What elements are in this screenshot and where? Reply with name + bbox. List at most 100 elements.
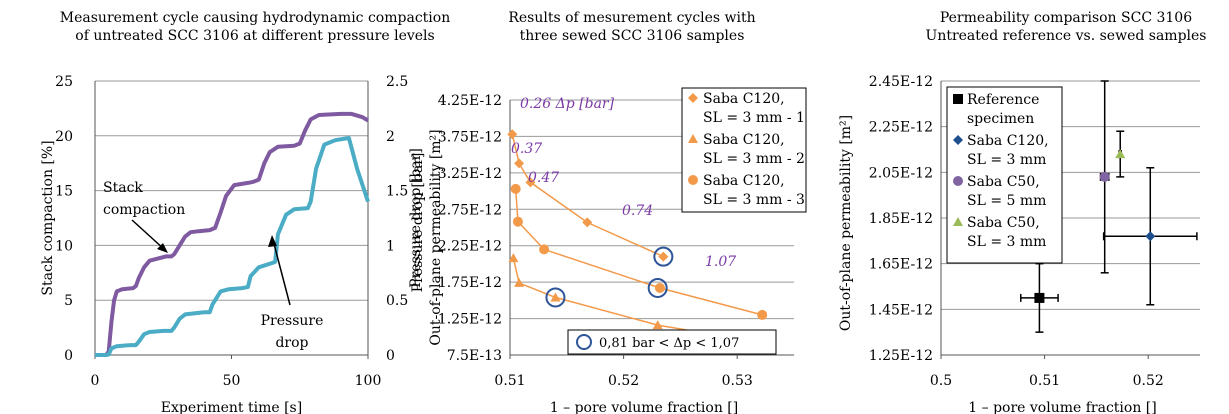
legend-entry: SL = 5 mm <box>967 193 1046 209</box>
chart-title: of untreated SCC 3106 at different press… <box>75 28 434 44</box>
y-tick-label: 2.25E-12 <box>869 120 933 136</box>
y-axis-label: Stack compaction [%] <box>40 140 56 295</box>
value-label: 0.47 <box>528 170 559 186</box>
value-label: 0.37 <box>511 141 542 157</box>
y-tick-label: 2.45E-12 <box>869 74 933 90</box>
x-axis-label: Experiment time [s] <box>161 400 302 414</box>
y2-tick-label: 0.5 <box>386 293 408 309</box>
chart-mesurement-cycles: Results of mesurement cycles with three s… <box>410 10 807 414</box>
legend-entry: SL = 3 mm <box>967 152 1046 168</box>
chart-title: Measurement cycle causing hydrodynamic c… <box>60 10 450 26</box>
highlight-circle <box>647 277 668 298</box>
legend-entry: Saba C120, <box>703 91 785 107</box>
data-point <box>539 244 550 255</box>
y2-tick-label: 1.5 <box>386 184 408 200</box>
legend-entry: Saba C120, <box>967 133 1049 149</box>
y-tick-label: 3.25E-12 <box>438 166 502 182</box>
y-tick-label: 15 <box>55 184 73 200</box>
legend-entry: SL = 3 mm - 1 <box>703 110 805 126</box>
legend-entry: Saba C120, <box>703 173 785 189</box>
chart-permeability-comparison: Permeability comparison SCC 3106 Untreate… <box>838 10 1206 414</box>
data-point <box>550 292 561 302</box>
y-tick-label: 2.75E-12 <box>438 202 502 218</box>
data-point <box>654 282 665 293</box>
x-tick-label: 0.5 <box>930 373 952 389</box>
y2-tick-label: 2 <box>386 129 395 145</box>
data-point <box>514 277 525 287</box>
y-tick-label: 1.65E-12 <box>869 257 933 273</box>
x-tick-label: 0.52 <box>608 373 639 389</box>
x-tick-label: 0.51 <box>494 373 525 389</box>
x-tick-label: 50 <box>223 373 241 389</box>
y-tick-label: 25 <box>55 74 73 90</box>
data-point <box>1115 149 1126 159</box>
y-tick-label: 1.25E-12 <box>869 348 933 364</box>
x-tick-label: 0 <box>91 373 100 389</box>
y-tick-label: 0 <box>64 348 73 364</box>
y-tick-label: 7.5E-13 <box>447 348 502 364</box>
legend-entry: Saba C50, <box>967 174 1040 190</box>
y-axis-label: Out-of-plane permeability [m²] <box>428 129 444 345</box>
chart-compaction: Measurement cycle causing hydrodynamic c… <box>40 10 450 414</box>
chart-title: Results of mesurement cycles with <box>508 10 755 26</box>
arrow-head <box>268 235 277 247</box>
y2-tick-label: 2.5 <box>386 74 408 90</box>
legend-entry: SL = 3 mm - 3 <box>703 192 805 208</box>
y-axis-label: Out-of-plane permeability [m²] <box>838 115 854 331</box>
data-point <box>658 251 669 262</box>
chart-title: Untreated reference vs. sewed samples <box>926 28 1207 44</box>
value-label: 0.74 <box>622 203 653 219</box>
legend-marker <box>688 134 698 143</box>
y-tick-label: 1.85E-12 <box>869 211 933 227</box>
data-point <box>525 177 536 188</box>
x-tick-label: 100 <box>355 373 382 389</box>
x-tick-label: 0.51 <box>1029 373 1060 389</box>
legend-box <box>681 87 807 213</box>
y-tick-label: 2.25E-12 <box>438 239 502 255</box>
y2-tick-label: 0 <box>386 348 395 364</box>
data-point <box>1034 292 1045 303</box>
y-axis-label: Pressure drop [bar] <box>410 153 426 293</box>
highlight-legend-box <box>567 329 777 355</box>
x-axis-label: 1 – pore volume fraction [] <box>968 400 1156 414</box>
legend-entry: specimen <box>967 111 1034 127</box>
legend-entry: Saba C120, <box>703 132 785 148</box>
legend-marker <box>688 93 698 103</box>
y2-tick-label: 1 <box>386 238 395 254</box>
chart-title: Permeability comparison SCC 3106 <box>940 10 1192 26</box>
data-point <box>1145 231 1156 242</box>
highlight-circle <box>653 246 674 267</box>
legend-entry: Reference <box>967 92 1039 108</box>
legend-entry: SL = 3 mm <box>967 234 1046 250</box>
legend-marker <box>688 175 698 185</box>
highlight-legend-text: 0,81 bar < Δp < 1,07 <box>599 336 739 351</box>
highlight-circle <box>545 287 566 308</box>
y-tick-label: 1.45E-12 <box>869 302 933 318</box>
legend-marker <box>953 176 963 186</box>
legend-marker <box>953 94 963 104</box>
annotation-pressure-drop: drop <box>275 335 308 351</box>
y-tick-label: 1.75E-12 <box>438 275 502 291</box>
legend-entry: Saba C50, <box>967 215 1040 231</box>
annotation-stack-compaction: Stack <box>103 180 143 196</box>
chart-title: three sewed SCC 3106 samples <box>520 28 745 44</box>
x-axis-label: 1 – pore volume fraction [] <box>550 400 738 414</box>
value-label: 0.26 Δp [bar] <box>520 96 615 112</box>
legend-box <box>946 86 1063 264</box>
data-point <box>582 217 593 228</box>
y-tick-label: 10 <box>55 238 73 254</box>
legend-marker <box>953 135 963 145</box>
y-tick-label: 3.75E-12 <box>438 129 502 145</box>
data-point <box>508 253 519 263</box>
x-tick-label: 0.53 <box>722 373 753 389</box>
y-tick-label: 5 <box>64 293 73 309</box>
y2-axis-label: Pressure drop [bar] <box>408 148 424 288</box>
data-point <box>510 183 521 194</box>
y-tick-label: 2.05E-12 <box>869 165 933 181</box>
stack-compaction-line <box>95 111 370 357</box>
data-point <box>652 320 663 330</box>
value-label: 1.07 <box>705 254 736 270</box>
data-point <box>514 158 525 169</box>
x-tick-label: 0.52 <box>1133 373 1164 389</box>
